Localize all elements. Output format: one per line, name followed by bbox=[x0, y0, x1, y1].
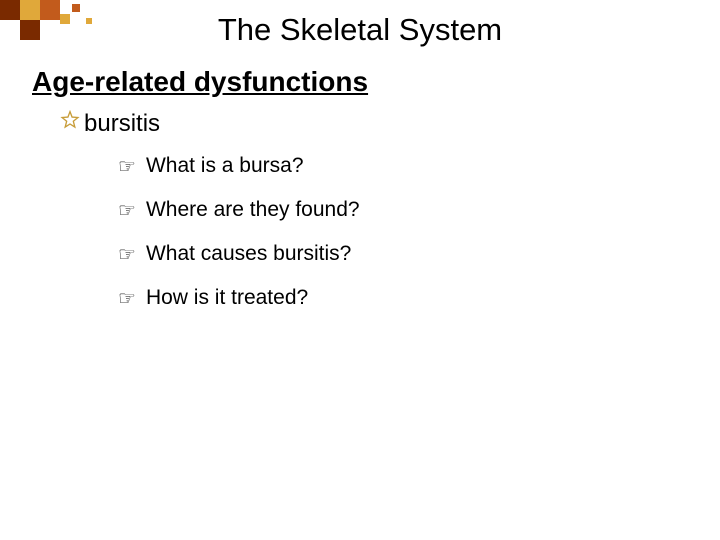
bullet-level3: ☞ How is it treated? bbox=[118, 286, 308, 311]
slide-subtitle: Age-related dysfunctions bbox=[32, 66, 368, 98]
slide-title: The Skeletal System bbox=[0, 12, 720, 48]
pointing-hand-icon: ☞ bbox=[118, 198, 136, 223]
bullet-level3: ☞ What causes bursitis? bbox=[118, 242, 351, 267]
bullet-level3-text: How is it treated? bbox=[146, 286, 308, 309]
bullet-level3: ☞ What is a bursa? bbox=[118, 154, 304, 179]
bullet-level3: ☞ Where are they found? bbox=[118, 198, 360, 223]
bullet-level3-text: What is a bursa? bbox=[146, 154, 304, 177]
pointing-hand-icon: ☞ bbox=[118, 286, 136, 311]
bullet-level2: bursitis bbox=[60, 110, 160, 138]
pointing-hand-icon: ☞ bbox=[118, 154, 136, 179]
pointing-hand-icon: ☞ bbox=[118, 242, 136, 267]
deco-block bbox=[72, 4, 80, 12]
bullet-level2-text: bursitis bbox=[84, 110, 160, 137]
star-icon bbox=[60, 110, 80, 136]
bullet-level3-text: What causes bursitis? bbox=[146, 242, 351, 265]
bullet-level3-text: Where are they found? bbox=[146, 198, 360, 221]
